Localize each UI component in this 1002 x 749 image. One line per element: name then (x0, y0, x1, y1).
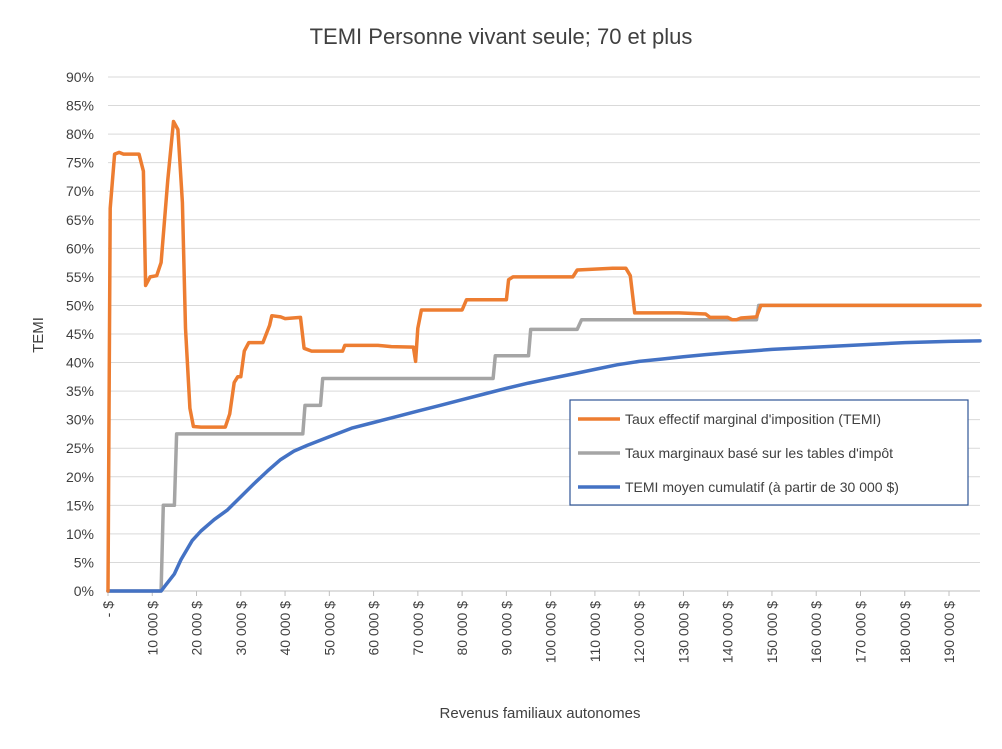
x-tick-label: 40 000 $ (277, 601, 293, 656)
y-tick-label: 80% (66, 126, 94, 142)
y-tick-label: 75% (66, 155, 94, 171)
y-tick-label: 55% (66, 269, 94, 285)
y-axis-label: TEMI (30, 317, 47, 353)
y-tick-label: 85% (66, 98, 94, 114)
x-tick-label: 10 000 $ (144, 601, 160, 656)
y-tick-label: 70% (66, 183, 94, 199)
chart-title: TEMI Personne vivant seule; 70 et plus (310, 24, 693, 49)
x-tick-label: 90 000 $ (498, 601, 514, 656)
y-tick-label: 35% (66, 383, 94, 399)
legend: Taux effectif marginal d'imposition (TEM… (569, 399, 969, 506)
y-tick-label: 5% (74, 554, 94, 570)
legend-item-tables: Taux marginaux basé sur les tables d'imp… (625, 445, 893, 461)
x-tick-label: 70 000 $ (410, 601, 426, 656)
x-tick-label: 110 000 $ (587, 601, 603, 662)
x-tick-label: 80 000 $ (454, 601, 470, 656)
y-tick-label: 45% (66, 326, 94, 342)
series-line-tables (106, 303, 982, 593)
x-tick-label: 100 000 $ (543, 601, 559, 663)
legend-item-temi: Taux effectif marginal d'imposition (TEM… (625, 411, 881, 427)
legend-item-temi-moyen: TEMI moyen cumulatif (à partir de 30 000… (625, 479, 899, 495)
y-tick-label: 15% (66, 497, 94, 513)
y-tick-label: 90% (66, 69, 94, 85)
x-tick-label: 190 000 $ (941, 601, 957, 663)
y-tick-label: 65% (66, 212, 94, 228)
x-tick-label: - $ (100, 601, 116, 618)
x-tick-label: 140 000 $ (720, 601, 736, 663)
x-axis-label: Revenus familiaux autonomes (440, 705, 641, 722)
y-tick-label: 25% (66, 440, 94, 456)
y-tick-label: 10% (66, 526, 94, 542)
x-tick-label: 160 000 $ (808, 601, 824, 663)
x-tick-label: 60 000 $ (366, 601, 382, 656)
y-tick-label: 60% (66, 240, 94, 256)
x-tick-label: 180 000 $ (897, 601, 913, 663)
x-axis-ticks: - $ 10 000 $ 20 000 $ 30 000 $ 40 000 $ 50 00… (100, 591, 957, 663)
series-lines (106, 119, 982, 593)
x-tick-label: 170 000 $ (852, 601, 868, 663)
x-tick-label: 50 000 $ (321, 601, 337, 656)
series-line-temi-moyen (106, 339, 982, 593)
x-tick-label: 20 000 $ (189, 601, 205, 656)
y-tick-label: 40% (66, 355, 94, 371)
y-axis-ticks: 0% 5% 10% 15% 20% 25% 30% 35% 40% 45% 50% 55% 60% 65%… (66, 69, 94, 599)
y-tick-label: 30% (66, 412, 94, 428)
series-line-temi (106, 119, 982, 593)
x-tick-label: 120 000 $ (631, 601, 647, 663)
y-tick-label: 20% (66, 469, 94, 485)
x-tick-label: 30 000 $ (233, 601, 249, 656)
y-tick-label: 0% (74, 583, 94, 599)
legend-box (569, 399, 969, 506)
x-tick-label: 130 000 $ (675, 601, 691, 663)
x-tick-label: 150 000 $ (764, 601, 780, 663)
y-tick-label: 50% (66, 297, 94, 313)
